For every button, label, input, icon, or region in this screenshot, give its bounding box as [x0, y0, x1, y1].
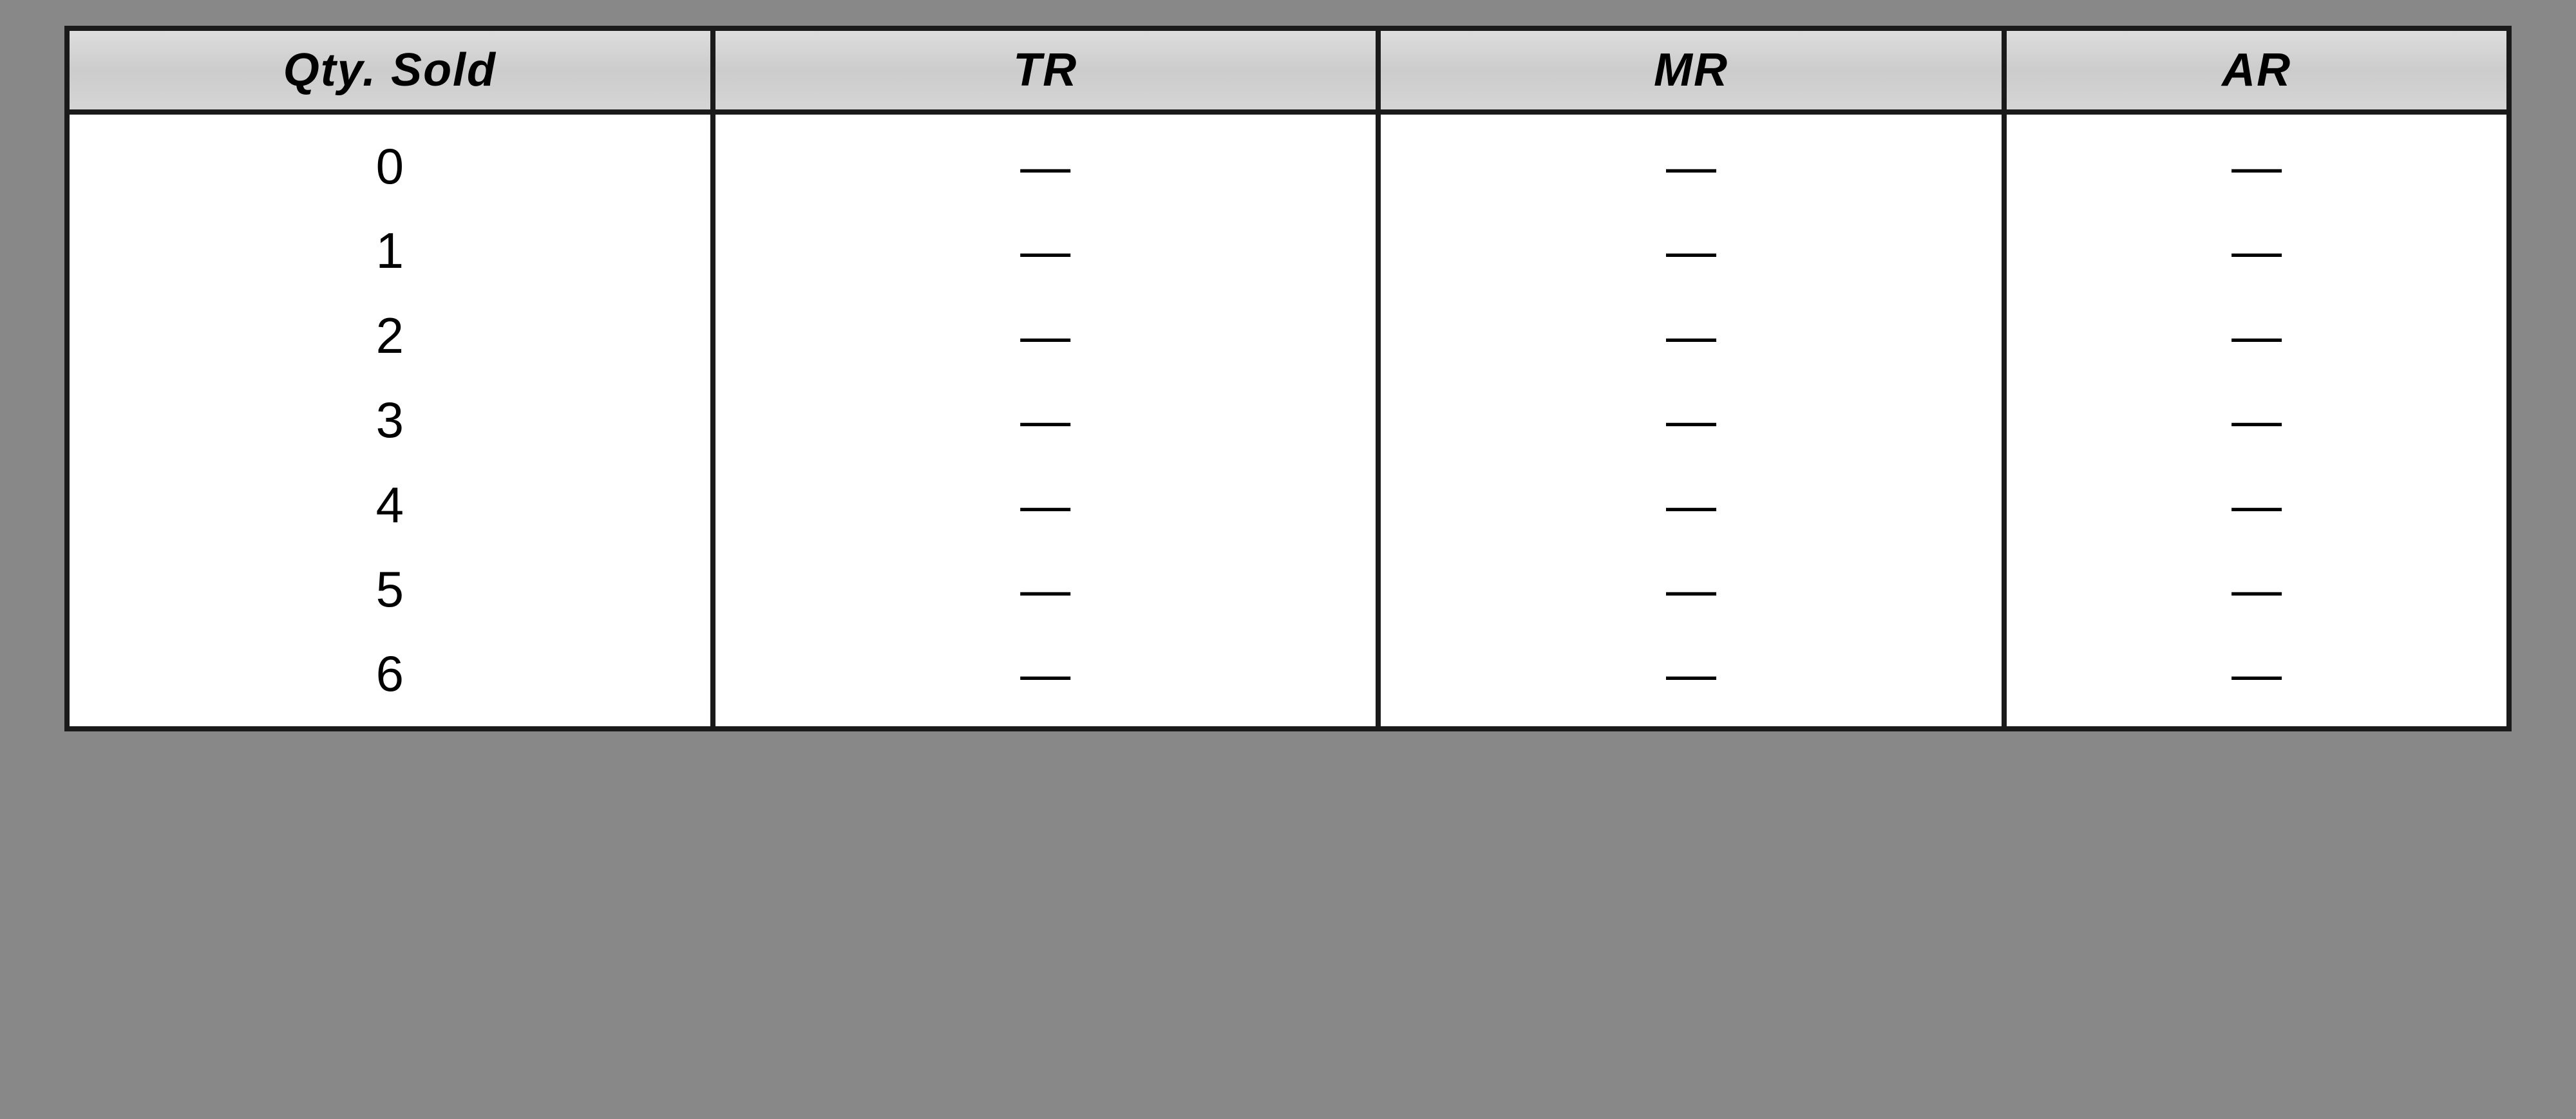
- cell-qty-6: 6: [376, 641, 404, 706]
- table-header-row: Qty. Sold TR MR AR: [70, 31, 2506, 115]
- cell-qty-0: 0: [376, 134, 404, 199]
- cell-mr-5: —: [1666, 557, 1716, 622]
- header-tr: TR: [715, 31, 1381, 109]
- cell-mr-6: —: [1666, 641, 1716, 706]
- cell-tr-2: —: [1020, 303, 1070, 368]
- economics-revenue-table: Qty. Sold TR MR AR 0 1 2 3 4 5 6 — — — —…: [64, 26, 2512, 731]
- cell-ar-6: —: [2231, 641, 2282, 706]
- cell-tr-0: —: [1020, 134, 1070, 199]
- cell-qty-5: 5: [376, 557, 404, 622]
- header-ar: AR: [2007, 31, 2506, 109]
- table-body-row: 0 1 2 3 4 5 6 — — — — — — — — — — — — — …: [70, 115, 2506, 726]
- header-mr: MR: [1381, 31, 2007, 109]
- cell-mr-4: —: [1666, 473, 1716, 538]
- cell-mr-3: —: [1666, 388, 1716, 453]
- cell-qty-2: 2: [376, 303, 404, 368]
- cell-ar-5: —: [2231, 557, 2282, 622]
- cell-mr-1: —: [1666, 218, 1716, 283]
- column-tr: — — — — — — —: [715, 115, 1381, 726]
- cell-ar-2: —: [2231, 303, 2282, 368]
- cell-qty-3: 3: [376, 388, 404, 453]
- cell-tr-6: —: [1020, 641, 1070, 706]
- header-qty-sold: Qty. Sold: [70, 31, 715, 109]
- cell-tr-4: —: [1020, 473, 1070, 538]
- cell-tr-5: —: [1020, 557, 1070, 622]
- cell-qty-1: 1: [376, 218, 404, 283]
- column-ar: — — — — — — —: [2007, 115, 2506, 726]
- cell-mr-0: —: [1666, 134, 1716, 199]
- column-qty-sold: 0 1 2 3 4 5 6: [70, 115, 715, 726]
- cell-qty-4: 4: [376, 473, 404, 538]
- cell-mr-2: —: [1666, 303, 1716, 368]
- cell-ar-1: —: [2231, 218, 2282, 283]
- cell-tr-1: —: [1020, 218, 1070, 283]
- cell-ar-4: —: [2231, 473, 2282, 538]
- column-mr: — — — — — — —: [1381, 115, 2007, 726]
- cell-ar-3: —: [2231, 388, 2282, 453]
- cell-tr-3: —: [1020, 388, 1070, 453]
- cell-ar-0: —: [2231, 134, 2282, 199]
